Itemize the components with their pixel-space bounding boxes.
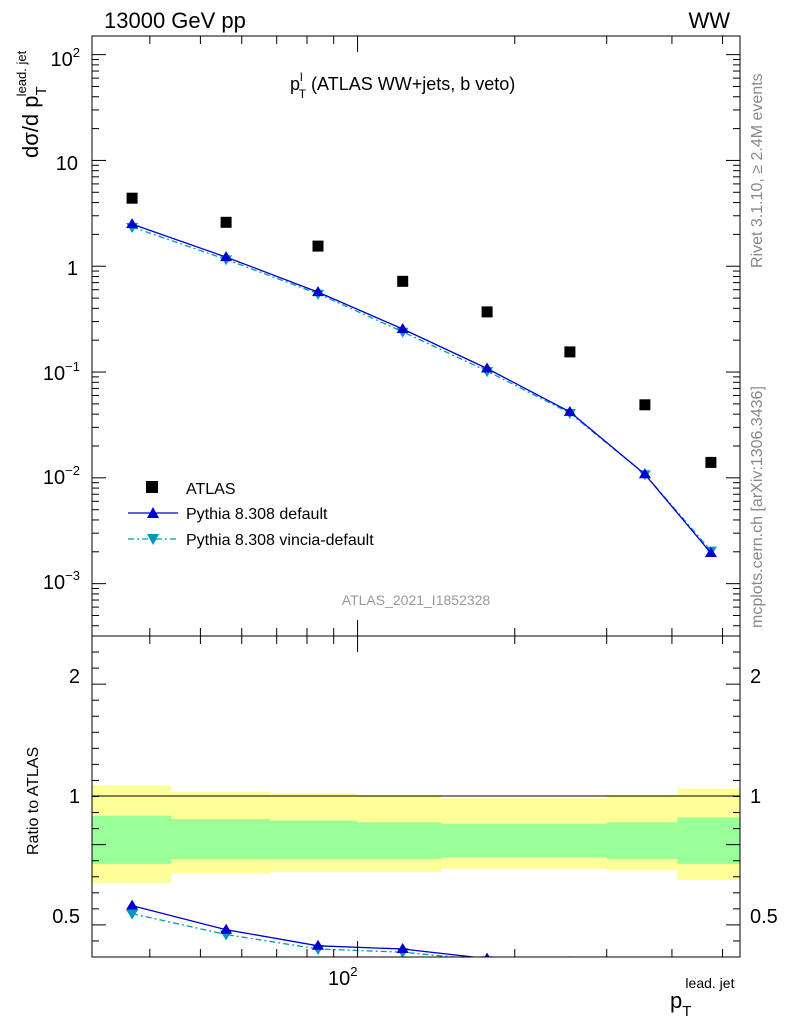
atlas-data-point: [481, 306, 493, 318]
pythia-default-ratio-point: [312, 939, 325, 950]
pythia-default-point: [312, 286, 325, 297]
main-panel-marks: [126, 192, 717, 557]
legend-marker-pythia-vincia: [147, 534, 159, 545]
pythia-default-ratio-point: [220, 923, 233, 934]
pythia-default-point: [704, 546, 717, 557]
x-tick-label-100: 102: [328, 964, 357, 990]
inner-uncertainty-band: [92, 815, 740, 864]
legend-label-pythia-vincia: Pythia 8.308 vincia-default: [186, 532, 374, 549]
pythia-vincia-ratio-point: [126, 909, 139, 920]
ratio-tick-label-0.5-left: 0.5: [52, 906, 80, 928]
ratio-tick-label-2-right: 2: [750, 666, 761, 688]
ratio-tick-label-2-left: 2: [69, 666, 80, 688]
energy-label: 13000 GeV pp: [104, 8, 246, 33]
pythia-default-point: [638, 468, 651, 479]
pythia-default-point: [220, 251, 233, 262]
atlas-data-point: [397, 275, 409, 287]
x-axis-title: pTlead. jet: [670, 975, 735, 1020]
pythia-default-ratio-point: [126, 899, 139, 910]
pythia-default-line: [131, 223, 712, 554]
legend-label-atlas: ATLAS: [186, 481, 236, 498]
y-tick-label-1e2: 102: [51, 45, 80, 71]
y-tick-label-1e-1: 10−1: [43, 359, 80, 385]
legend: ATLAS Pythia 8.308 default Pythia 8.308 …: [128, 481, 374, 549]
pythia-default-ratio-point: [396, 942, 409, 953]
y-tick-label-1e-2: 10−2: [43, 463, 80, 489]
legend-marker-pythia-default: [147, 507, 159, 518]
axis-ticks: [92, 36, 740, 957]
legend-label-pythia-default: Pythia 8.308 default: [186, 506, 328, 523]
y-tick-labels: 102 10 1 10−1 10−2 10−3: [43, 45, 80, 594]
ratio-panel-marks: [126, 899, 651, 976]
atlas-data-point: [220, 216, 232, 228]
legend-marker-atlas: [146, 481, 158, 493]
pythia-default-point: [481, 362, 494, 373]
pythia-vincia-ratio-point: [481, 956, 494, 957]
y-axis-title: dσ/d pTlead. jet: [14, 50, 50, 158]
mcplots-source-label: mcplots.cern.ch [arXiv:1306.3436]: [749, 386, 766, 628]
ratio-tick-label-1-right: 1: [750, 786, 761, 808]
atlas-data-point: [639, 399, 651, 411]
plot-title: pl T (ATLAS WW+jets, b veto): [290, 70, 515, 101]
atlas-data-point: [312, 240, 324, 252]
process-label: WW: [688, 8, 730, 33]
rivet-version-label: Rivet 3.1.10, ≥ 2.4M events: [749, 73, 766, 268]
pythia-default-ratio-point: [484, 952, 490, 957]
ratio-y-axis-title: Ratio to ATLAS: [25, 747, 42, 855]
pythia-default-ratio-point: [639, 964, 651, 974]
analysis-watermark: ATLAS_2021_I1852328: [342, 592, 491, 608]
pythia-default-ratio-line: [131, 904, 479, 957]
pythia-default-point: [563, 405, 576, 416]
y-tick-label-1e-3: 10−3: [43, 568, 80, 594]
y-tick-label-1e0: 1: [67, 258, 78, 280]
uncertainty-bands: [92, 785, 740, 884]
pythia-default-point: [396, 323, 409, 334]
pythia-default-point: [126, 218, 139, 229]
ratio-tick-label-1-left: 1: [69, 786, 80, 808]
pythia-vincia-ratio-line: [131, 913, 461, 957]
pythia-vincia-line: [131, 226, 712, 552]
ratio-tick-labels: 0.5 1 2 0.5 1 2: [52, 666, 778, 928]
atlas-data-point: [126, 192, 138, 204]
pythia-vincia-ratio-point: [639, 966, 651, 976]
pythia-vincia-ratio-point: [564, 959, 576, 969]
y-tick-label-1e1: 10: [56, 153, 78, 175]
ratio-panel-frame: [91, 635, 741, 958]
atlas-data-point: [564, 346, 576, 358]
atlas-data-point: [705, 456, 717, 468]
ratio-tick-label-0.5-right: 0.5: [750, 906, 778, 928]
